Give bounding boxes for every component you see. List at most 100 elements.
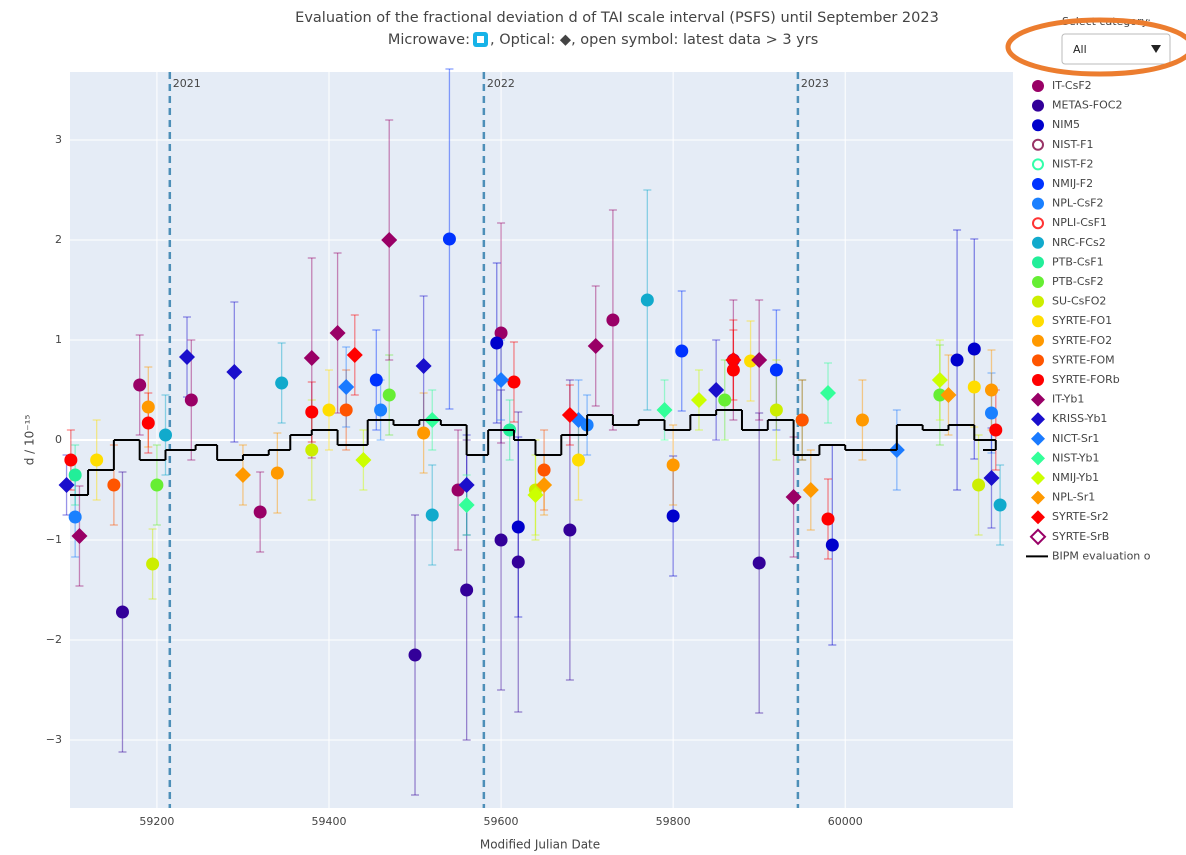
legend-item: NPL-Sr1 xyxy=(1031,490,1095,505)
legend-item: SYRTE-FORb xyxy=(1032,373,1120,386)
legend-label: IT-Yb1 xyxy=(1052,393,1084,406)
legend-item: PTB-CsF1 xyxy=(1032,255,1104,269)
circle-marker xyxy=(275,376,289,390)
circle-marker xyxy=(984,383,998,397)
diamond-marker xyxy=(690,392,707,408)
legend-item: IT-Yb1 xyxy=(1031,392,1084,407)
y-tick-label: 1 xyxy=(55,333,62,346)
circle-marker xyxy=(494,326,508,340)
diamond-marker xyxy=(536,477,553,493)
circle-marker xyxy=(718,393,732,407)
circle-marker xyxy=(972,478,986,492)
legend-label: SYRTE-FO2 xyxy=(1052,334,1112,347)
circle-marker xyxy=(984,406,998,420)
circle-marker xyxy=(769,403,783,417)
legend-symbol xyxy=(1031,510,1045,525)
legend-item: SYRTE-FO1 xyxy=(1032,314,1112,328)
legend-symbol xyxy=(1032,138,1044,151)
circle-marker xyxy=(425,508,439,522)
dropdown[interactable]: All xyxy=(1061,33,1171,65)
y-tick-label: 3 xyxy=(55,133,62,146)
legend-label: NMIJ-Yb1 xyxy=(1052,471,1099,484)
legend-label: NPLI-CsF1 xyxy=(1052,216,1107,229)
diamond-marker xyxy=(785,489,802,505)
chart-title: Evaluation of the fractional deviation d… xyxy=(295,10,939,26)
diamond-marker xyxy=(179,349,196,365)
diamond-marker xyxy=(587,338,604,354)
legend-label: METAS-FOC2 xyxy=(1052,99,1122,112)
legend-item: METAS-FOC2 xyxy=(1032,99,1122,112)
circle-marker xyxy=(563,523,577,537)
diamond-marker xyxy=(983,470,1000,486)
circle-marker xyxy=(537,463,551,477)
legend-symbol xyxy=(1032,80,1044,92)
diamond-marker xyxy=(58,477,75,493)
legend-label: IT-CsF2 xyxy=(1052,79,1092,92)
circle-marker xyxy=(460,583,474,597)
circle-marker xyxy=(374,403,388,417)
legend-label: SYRTE-FO1 xyxy=(1052,314,1112,327)
legend-item: SYRTE-SrB xyxy=(1029,528,1109,546)
legend-item: PTB-CsF2 xyxy=(1032,275,1104,288)
legend-label: NPL-Sr1 xyxy=(1052,491,1095,504)
circle-marker xyxy=(64,453,78,467)
circle-marker xyxy=(270,466,284,480)
highlight-ellipse xyxy=(1005,17,1186,77)
circle-marker xyxy=(159,428,173,442)
y-tick-label: −1 xyxy=(46,533,62,546)
year-label: 2022 xyxy=(487,77,515,90)
x-tick-label: 59400 xyxy=(311,815,346,828)
legend-label: SYRTE-FORb xyxy=(1052,373,1120,386)
circle-marker xyxy=(322,403,336,417)
diamond-marker xyxy=(725,352,742,368)
legend-label: NIM5 xyxy=(1052,118,1080,131)
legend-symbol xyxy=(1032,256,1044,269)
circle-marker xyxy=(253,505,267,519)
diamond-marker xyxy=(940,387,957,403)
circle-marker xyxy=(726,363,740,377)
circle-marker xyxy=(821,512,835,526)
diamond-marker xyxy=(751,352,768,368)
circle-marker xyxy=(141,416,155,430)
dropdown-value: All xyxy=(1073,43,1087,56)
diamond-marker xyxy=(355,452,372,468)
circle-marker xyxy=(305,443,319,457)
x-tick-label: 60000 xyxy=(828,815,863,828)
circle-marker xyxy=(752,556,766,570)
diamond-marker xyxy=(381,232,398,248)
circle-marker xyxy=(640,293,654,307)
dropdown-arrow xyxy=(1151,45,1161,53)
y-tick-label: 0 xyxy=(55,433,62,446)
circle-marker xyxy=(571,453,585,467)
legend-label: NMIJ-F2 xyxy=(1052,177,1093,190)
diamond-marker xyxy=(226,364,243,380)
circle-marker xyxy=(795,413,809,427)
circle-marker xyxy=(950,353,964,367)
x-tick-label: 59200 xyxy=(139,815,174,828)
legend-item: SYRTE-FOM xyxy=(1032,353,1115,367)
legend-symbol xyxy=(1032,334,1044,347)
legend-item: NRC-FCs2 xyxy=(1032,236,1106,249)
legend-item: NPL-CsF2 xyxy=(1032,197,1104,210)
circle-marker xyxy=(90,453,104,467)
legend-symbol xyxy=(1032,295,1044,308)
legend-item: NICT-Sr1 xyxy=(1031,431,1099,446)
year-label: 2023 xyxy=(801,77,829,90)
diamond-marker xyxy=(802,482,819,498)
legend-label: NIST-Yb1 xyxy=(1052,451,1100,464)
legend-label: NIST-F1 xyxy=(1052,138,1093,151)
legend-symbol xyxy=(1031,471,1045,485)
legend-label: SU-CsFO2 xyxy=(1052,295,1106,308)
circle-marker xyxy=(993,498,1007,512)
year-label: 2021 xyxy=(173,77,201,90)
legend-symbol xyxy=(1032,158,1044,171)
diamond-marker xyxy=(346,347,363,363)
diamond-marker xyxy=(303,350,320,366)
x-axis-label: Modified Julian Date xyxy=(480,838,600,852)
legend-symbol xyxy=(1032,354,1044,367)
circle-marker xyxy=(675,344,689,358)
legend-symbol xyxy=(1031,490,1045,505)
legend-symbol xyxy=(1032,178,1044,190)
x-tick-label: 59800 xyxy=(656,815,691,828)
